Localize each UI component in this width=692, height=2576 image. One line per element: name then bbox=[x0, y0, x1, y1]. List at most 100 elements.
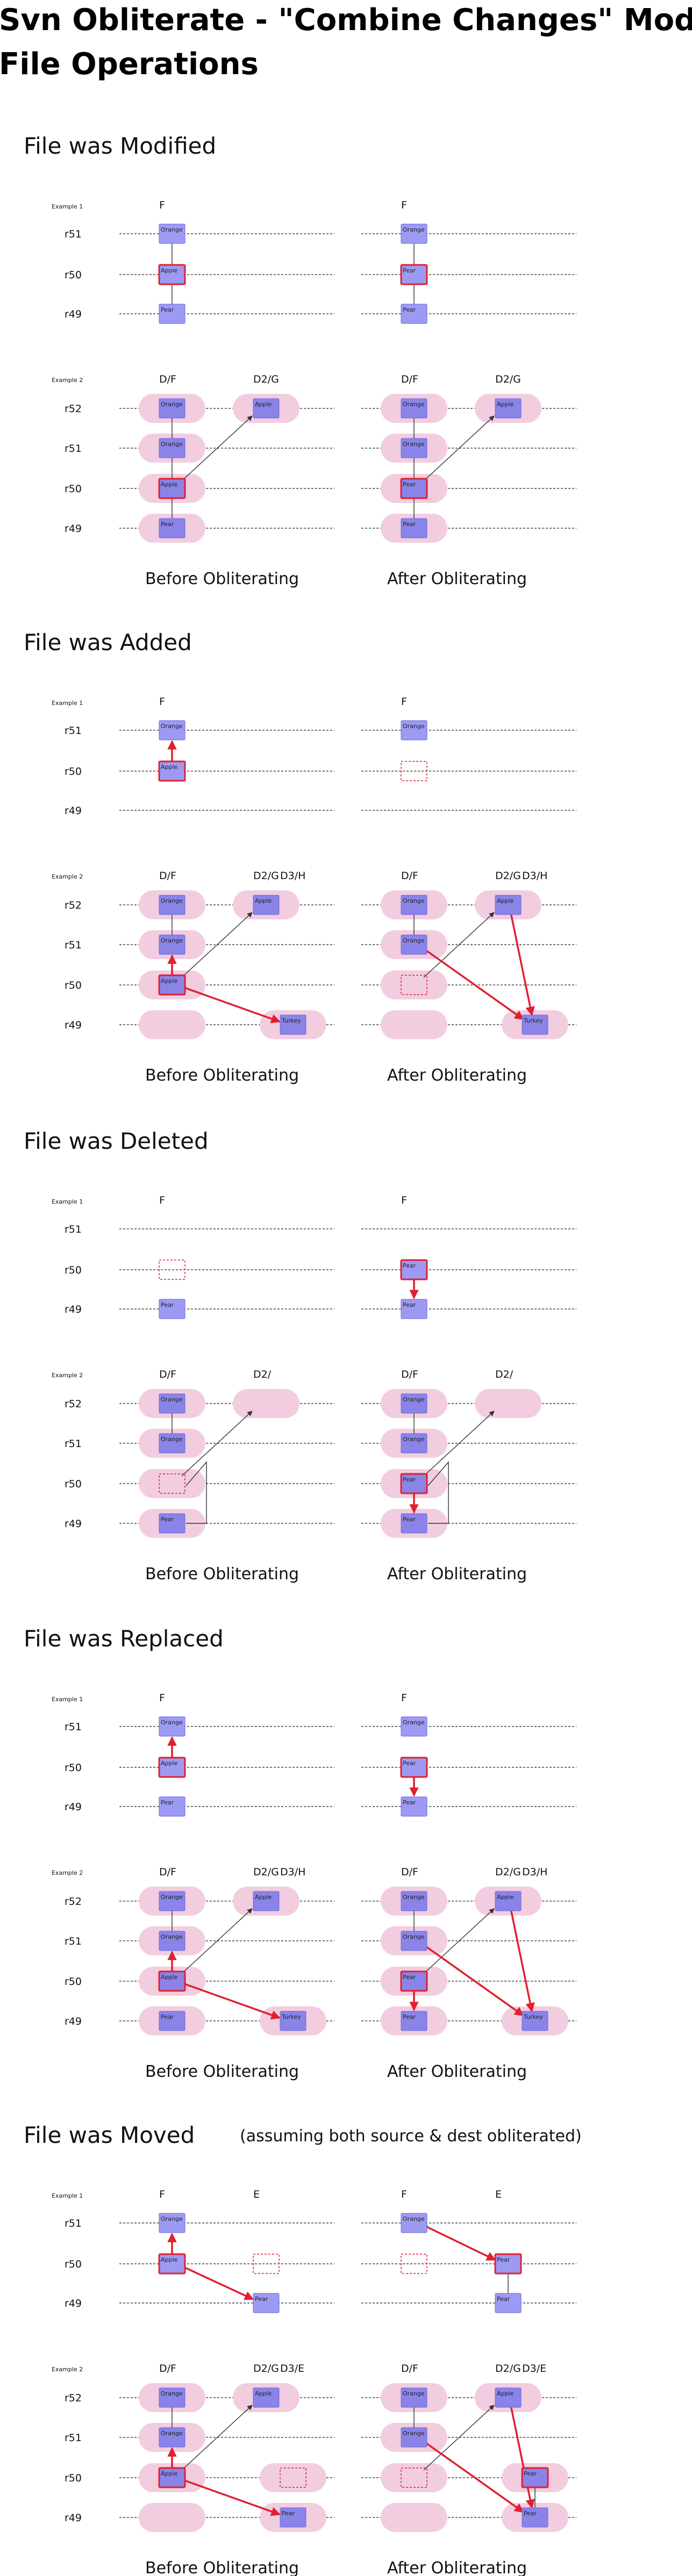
rev-label-r51: r51 bbox=[65, 1721, 82, 1733]
sec3-ex2-after-node-orange-label: Orange bbox=[403, 1933, 425, 1940]
sec4-ex2-before-node-apple bbox=[158, 2467, 186, 2488]
sec0-ex1-before-node-pear bbox=[159, 304, 186, 324]
sec4-ex1-before-col-label: E bbox=[253, 2189, 260, 2200]
rev-label-r49: r49 bbox=[65, 805, 82, 817]
sec2-ex2-before-link bbox=[181, 1411, 253, 1477]
sec0-ex2-after-node-pear bbox=[400, 478, 428, 499]
sec3-ex2-after-panel: D/F D2/G D3/H Orange Apple Orange Pear Pear Turk… bbox=[361, 1866, 576, 2035]
sec3-ex2-after-node-apple-label: Apple bbox=[497, 1894, 514, 1901]
sec2-ex2-before-panel: D/F D2/Orange Orange Pear bbox=[119, 1369, 334, 1538]
sec3-ex2-after-link bbox=[510, 1908, 535, 2013]
sec4-ex1-after-node-pear bbox=[495, 2293, 522, 2313]
sec1-ex2-before-link bbox=[181, 912, 253, 978]
sec2-ex2-before-pill bbox=[139, 1469, 205, 1498]
sec2-ex1-after-node-pear bbox=[401, 1299, 427, 1319]
sec2-ex2-before-node-orange bbox=[159, 1433, 186, 1454]
rev-label-r51: r51 bbox=[65, 2432, 82, 2444]
sec0-ex2-before-link bbox=[181, 415, 253, 481]
section-heading: File was Replaced bbox=[24, 1625, 224, 1652]
sec2-ex1-after-node-pear-label: Pear bbox=[403, 1262, 416, 1269]
sec0-ex1-before-node-apple bbox=[158, 264, 186, 285]
sec1-ex2-after-ghost-node bbox=[401, 975, 427, 995]
sec1-ex2-before-node-apple-label: Apple bbox=[255, 897, 272, 904]
sec0-ex2-before-node-apple-label: Apple bbox=[255, 401, 272, 408]
sec0-ex2-after-node-pear bbox=[401, 518, 427, 538]
sec2-ex2-after-node-pear bbox=[401, 1513, 427, 1534]
sec0-ex2-after-node-orange-label: Orange bbox=[403, 441, 425, 448]
sec3-ex2-after-node-pear-label: Pear bbox=[403, 1974, 416, 1981]
rev-label-r52: r52 bbox=[65, 2392, 82, 2404]
sec3-ex2-after-node-pear bbox=[400, 1970, 428, 1992]
sec4-ex2-after-link bbox=[510, 2405, 535, 2509]
sec4-ex2-after-link bbox=[423, 2405, 495, 2471]
sec0-ex2-before-node-apple-label: Apple bbox=[161, 481, 178, 488]
sec0-ex2-before-node-orange bbox=[159, 438, 186, 458]
caption-after: After Obliterating bbox=[387, 2062, 527, 2081]
rev-label-r49: r49 bbox=[65, 308, 82, 320]
sec2-ex2-after-panel: D/F D2/Orange Orange Pear Pear bbox=[361, 1369, 576, 1538]
page-subtitle: File Operations bbox=[0, 47, 259, 82]
sec2-ex1-before-col-label: F bbox=[159, 1195, 165, 1206]
sec1-ex2-before-node-orange-label: Orange bbox=[161, 937, 183, 944]
sec4-ex2-after-col-label: D3/E bbox=[522, 2363, 546, 2374]
sec2-ex2-after-node-orange bbox=[401, 1393, 427, 1414]
sec4-ex1-before-ghost-node bbox=[253, 2254, 280, 2274]
sec0-ex1-before-node-orange bbox=[159, 224, 186, 244]
sec0-ex1-before-col-label: F bbox=[159, 199, 165, 211]
sec3-ex2-before-node-apple-label: Apple bbox=[255, 1894, 272, 1901]
sec4-ex1-after-panel: F E Orange Pear Pear bbox=[361, 2189, 576, 2313]
sec3-ex1-before-node-apple bbox=[158, 1757, 186, 1778]
section-heading: File was Moved bbox=[24, 2122, 195, 2148]
sec1-ex2-before-col-label: D/F bbox=[159, 870, 176, 882]
rev-label-r51: r51 bbox=[65, 1224, 82, 1235]
sec1-ex2-after-node-turkey bbox=[522, 1014, 548, 1035]
sec3-ex2-before-node-orange bbox=[159, 1931, 186, 1951]
sec4-ex2-before-node-orange-label: Orange bbox=[161, 2390, 183, 2397]
sec2-ex1-before-ghost-node bbox=[159, 1260, 186, 1280]
sec0-ex1-after-node-pear bbox=[400, 264, 428, 285]
sec4-ex1-after-node-orange bbox=[401, 2213, 427, 2233]
sec4-ex1-before-node-pear-label: Pear bbox=[255, 2296, 268, 2302]
section-note: (assuming both source & dest obliterated… bbox=[240, 2127, 582, 2146]
sec3-ex2-before-node-orange bbox=[159, 1891, 186, 1911]
sec2-ex2-after-node-orange-label: Orange bbox=[403, 1436, 425, 1443]
rev-label-r52: r52 bbox=[65, 403, 82, 415]
sec0-ex1-after-node-pear bbox=[401, 304, 427, 324]
sec4-ex1-before-node-orange-label: Orange bbox=[161, 2215, 183, 2222]
sec2-ex2-before-link bbox=[186, 1461, 207, 1524]
sec1-ex2-after-link bbox=[423, 912, 495, 978]
sec4-ex2-before-panel: D/F D2/G D3/E Orange Apple Orange Apple Pear bbox=[119, 2363, 334, 2532]
sec4-ex1-before-node-apple bbox=[158, 2253, 186, 2275]
sec3-ex1-before-node-orange bbox=[159, 1716, 186, 1737]
sec3-ex2-before-col-label: D2/G bbox=[253, 1866, 279, 1878]
sec1-ex1-before-node-apple bbox=[158, 760, 186, 782]
sec0-ex1-before-node-orange-label: Orange bbox=[161, 226, 183, 233]
sec3-ex2-before-node-pear bbox=[159, 2011, 186, 2031]
sec0-ex2-before-node-apple bbox=[158, 478, 186, 499]
sec0-ex2-after-node-pear-label: Pear bbox=[403, 481, 416, 488]
sec1-ex2-after-node-orange-label: Orange bbox=[403, 937, 425, 944]
sec3-ex2-before-node-turkey-label: Turkey bbox=[281, 2013, 301, 2020]
sec0-ex2-after-node-pear-label: Pear bbox=[403, 521, 416, 528]
sec4-ex1-after-node-pear-label: Pear bbox=[497, 2296, 510, 2302]
sec3-ex2-after-node-turkey bbox=[522, 2011, 548, 2031]
rev-label-r50: r50 bbox=[65, 1976, 82, 1988]
sec0-ex2-after-node-apple bbox=[495, 398, 522, 419]
sec1-ex1-after-col-label: F bbox=[401, 696, 407, 708]
sec4-ex2-after-pill bbox=[381, 2503, 447, 2532]
rev-label-r49: r49 bbox=[65, 523, 82, 535]
sec0-ex2-before-node-orange-label: Orange bbox=[161, 401, 183, 408]
sec3-ex2-after-node-orange-label: Orange bbox=[403, 1894, 425, 1901]
sec4-ex2-after-link bbox=[423, 2441, 524, 2513]
sec2-ex2-after-col-label: D/F bbox=[401, 1369, 418, 1380]
sec0-ex2-before-node-pear bbox=[159, 518, 186, 538]
example2-label: Example 2 bbox=[52, 873, 83, 880]
sec4-ex2-after-node-orange bbox=[401, 2387, 427, 2408]
sec4-ex1-before-panel: F E Orange Apple Pear bbox=[119, 2189, 334, 2313]
sec3-ex1-after-node-pear bbox=[400, 1757, 428, 1778]
section-2: File was Added Example 1 r51 r50 r49 F Orange A… bbox=[24, 629, 576, 1085]
sec1-ex2-after-link bbox=[510, 912, 535, 1017]
sec1-ex2-after-col-label: D3/H bbox=[522, 870, 547, 882]
